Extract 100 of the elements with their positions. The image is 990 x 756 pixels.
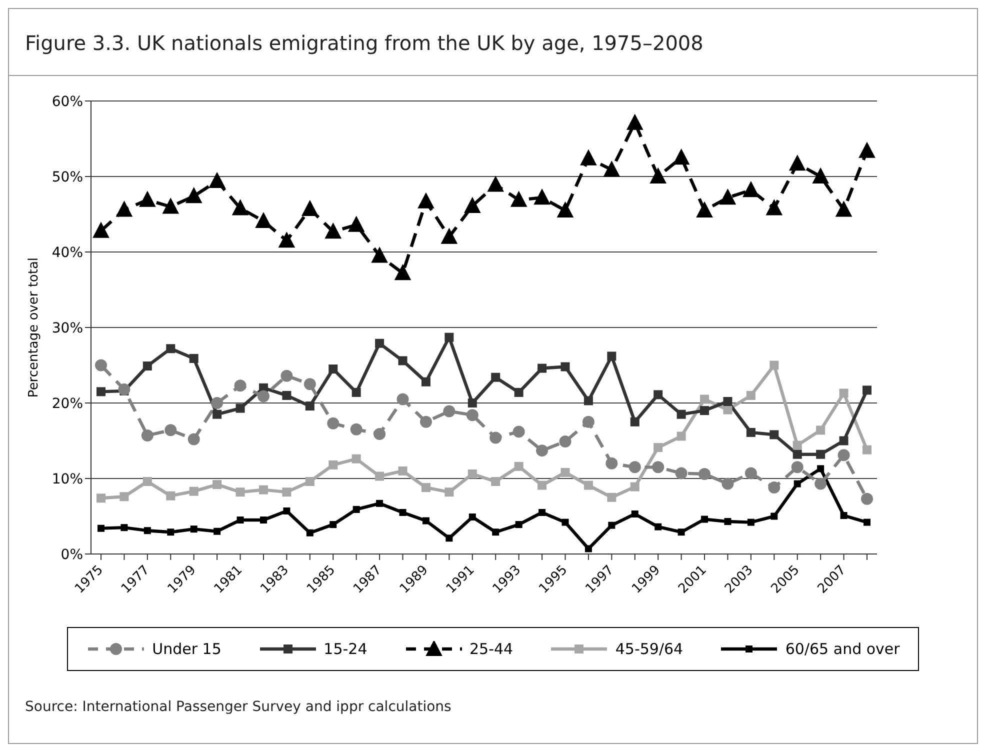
y-tick-label: 0% <box>60 546 83 563</box>
point <box>816 450 826 459</box>
point <box>398 356 408 366</box>
y-tick-label: 50% <box>52 169 83 186</box>
point <box>116 200 133 217</box>
point <box>584 396 593 406</box>
legend-label: 15-24 <box>324 640 368 658</box>
point <box>770 360 779 370</box>
point <box>443 405 456 418</box>
point <box>464 196 481 213</box>
point <box>724 518 732 526</box>
point <box>282 488 292 497</box>
point <box>142 362 152 371</box>
point <box>606 457 618 470</box>
point <box>212 410 222 419</box>
point <box>166 491 176 500</box>
point <box>835 200 852 217</box>
point <box>580 149 597 166</box>
point <box>167 528 174 536</box>
point <box>375 338 384 348</box>
source-note: Source: International Passenger Survey and ippr calculations <box>25 699 452 715</box>
point <box>562 518 569 526</box>
point <box>348 216 365 232</box>
point <box>376 500 384 507</box>
point <box>812 167 829 184</box>
point <box>468 514 476 521</box>
point <box>862 386 872 395</box>
point <box>584 545 592 552</box>
point <box>466 409 478 422</box>
point <box>255 212 272 228</box>
point <box>118 383 130 396</box>
point <box>770 512 778 520</box>
point <box>120 492 129 502</box>
point <box>185 187 202 204</box>
point <box>236 404 245 413</box>
y-tick-label: 60% <box>52 94 83 110</box>
point <box>421 483 430 492</box>
point <box>214 528 221 535</box>
point <box>190 526 198 533</box>
point <box>675 467 688 480</box>
point <box>814 478 827 490</box>
point <box>788 154 806 171</box>
point <box>96 494 106 503</box>
point <box>628 461 641 474</box>
y-tick-label: 40% <box>52 244 83 261</box>
point <box>371 246 388 263</box>
point <box>700 394 710 404</box>
point <box>538 508 546 516</box>
point <box>746 428 756 437</box>
point <box>234 380 246 392</box>
point <box>328 364 338 374</box>
point <box>120 524 128 532</box>
point <box>257 390 270 402</box>
point <box>396 393 409 406</box>
point <box>236 488 245 497</box>
y-axis-title: Percentage over total <box>26 257 42 398</box>
point <box>375 472 384 481</box>
point <box>487 176 504 192</box>
point <box>282 390 292 400</box>
point <box>394 264 412 280</box>
point <box>98 524 104 532</box>
point <box>305 402 314 411</box>
point <box>211 397 224 409</box>
point <box>302 200 318 216</box>
point <box>139 190 156 207</box>
point <box>607 352 616 361</box>
point <box>208 172 226 188</box>
point <box>744 467 757 480</box>
point <box>770 430 779 440</box>
point <box>440 228 458 244</box>
point <box>631 510 638 518</box>
point <box>352 388 361 397</box>
chart-title: Figure 3.3. UK nationals emigrating from the UK by age, 1975–2008 <box>25 31 704 55</box>
point <box>164 424 177 436</box>
point <box>768 482 780 494</box>
point <box>742 180 760 198</box>
point <box>95 359 107 372</box>
point <box>652 461 664 474</box>
point <box>676 410 686 419</box>
point <box>188 433 200 446</box>
point <box>608 522 616 529</box>
point <box>444 488 454 497</box>
point <box>862 445 872 454</box>
y-tick-label: 30% <box>52 320 83 336</box>
point <box>626 114 644 130</box>
point <box>374 428 386 440</box>
point <box>747 518 754 526</box>
point <box>327 417 340 430</box>
point <box>696 201 713 218</box>
point <box>350 423 362 436</box>
point <box>324 222 342 239</box>
point <box>560 362 570 372</box>
point <box>514 462 524 471</box>
point <box>189 486 198 496</box>
point <box>142 477 152 486</box>
point <box>839 388 848 398</box>
point <box>512 426 525 438</box>
y-tick-label: 10% <box>52 471 83 488</box>
point <box>490 432 502 444</box>
point <box>560 468 570 477</box>
